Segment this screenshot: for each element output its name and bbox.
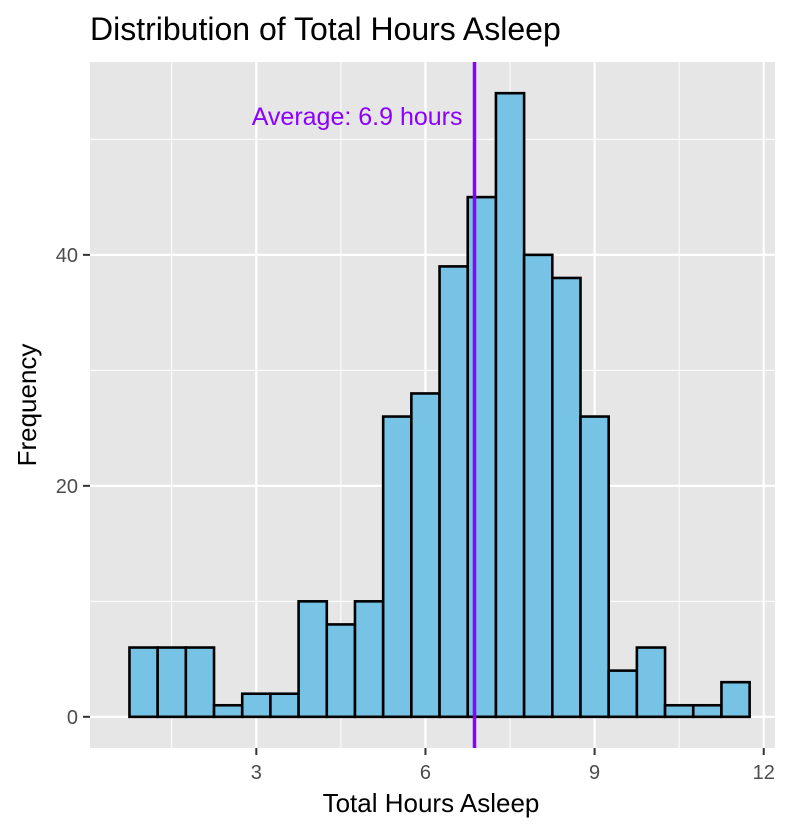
- x-tick-label: 9: [589, 762, 600, 784]
- histogram-bar: [466, 195, 498, 719]
- chart-title: Distribution of Total Hours Asleep: [90, 11, 561, 47]
- histogram-bar: [240, 692, 272, 719]
- y-tick-label: 40: [56, 245, 78, 267]
- histogram-bar: [269, 692, 300, 719]
- y-axis: 0 20 40: [56, 245, 90, 729]
- histogram-bar: [184, 646, 216, 719]
- histogram-bar: [579, 415, 610, 719]
- histogram-bar: [297, 600, 329, 719]
- histogram-bar: [551, 276, 582, 719]
- histogram-bar: [522, 253, 554, 719]
- histogram-bar: [325, 623, 357, 719]
- y-tick-label: 20: [56, 476, 78, 498]
- histogram-bar: [410, 392, 441, 719]
- x-axis: 3 6 9 12: [251, 748, 775, 784]
- histogram-bar: [438, 265, 470, 719]
- histogram-bar: [494, 91, 526, 719]
- mean-annotation: Average: 6.9 hours: [252, 103, 463, 131]
- histogram-bar: [663, 703, 695, 719]
- histogram-bar: [128, 646, 159, 719]
- histogram-bar: [691, 703, 723, 719]
- y-axis-title: Frequency: [12, 344, 42, 467]
- histogram-bar: [353, 600, 385, 719]
- histogram-bar: [212, 703, 244, 719]
- histogram-bar: [156, 646, 188, 719]
- x-tick-label: 12: [753, 762, 775, 784]
- histogram-bar: [635, 646, 667, 719]
- x-axis-title: Total Hours Asleep: [323, 788, 540, 818]
- y-tick-label: 0: [67, 707, 78, 729]
- x-tick-label: 6: [420, 762, 431, 784]
- x-tick-label: 3: [251, 762, 262, 784]
- bars: [128, 91, 751, 719]
- histogram-bar: [607, 669, 639, 719]
- histogram-bar: [381, 415, 413, 719]
- histogram-bar: [720, 680, 751, 719]
